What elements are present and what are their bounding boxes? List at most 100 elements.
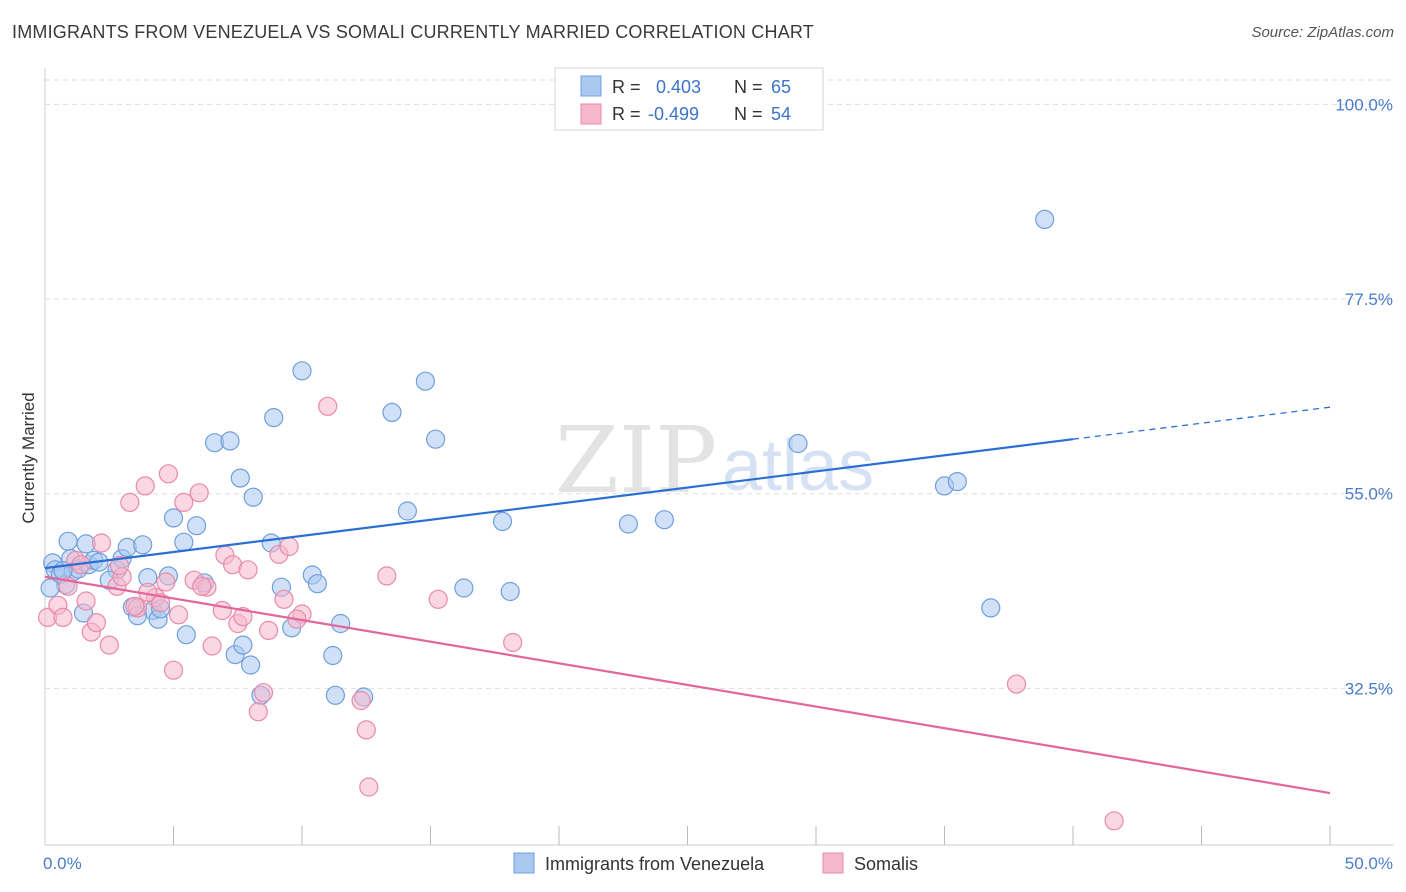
venezuela-point-31 <box>241 655 261 675</box>
x-tick-label-max: 50.0% <box>1345 854 1393 873</box>
venezuela-point-52 <box>654 510 675 530</box>
somalis-point-47 <box>125 596 145 616</box>
series-legend-swatch-somalis <box>822 852 844 874</box>
somalis-point-51 <box>192 576 212 596</box>
trend-line-somalis <box>44 575 1331 795</box>
somalis-point-42 <box>503 632 523 653</box>
somalis-point-7 <box>91 533 112 553</box>
x-ticks <box>173 826 1331 845</box>
somalis-point-41 <box>428 589 448 609</box>
axes <box>44 68 1394 846</box>
somalis-point-48 <box>212 600 232 621</box>
venezuela-point-53 <box>788 433 808 454</box>
series-venezuela-points <box>40 209 1055 707</box>
legend-r-label-pink: R = <box>612 104 641 124</box>
venezuela-point-22 <box>163 508 184 528</box>
source-label: Source: ZipAtlas.com <box>1251 24 1394 41</box>
gridlines <box>45 79 1394 689</box>
somalis-point-15 <box>151 593 171 613</box>
somalis-point-34 <box>274 589 294 609</box>
venezuela-point-27 <box>220 431 240 451</box>
venezuela-point-49 <box>492 511 513 532</box>
venezuela-point-16 <box>133 535 153 555</box>
legend-n-label-pink: N = <box>734 104 763 124</box>
y-tick-label-3: 100.0% <box>1335 95 1393 114</box>
venezuela-point-4 <box>58 531 78 551</box>
y-tick-label-1: 55.0% <box>1345 485 1393 504</box>
somalis-point-35 <box>279 536 299 557</box>
y-tick-labels: 32.5% 55.0% 77.5% 100.0% <box>1335 95 1393 698</box>
series-legend-label-somalis: Somalis <box>854 854 918 874</box>
venezuela-point-55 <box>947 472 967 492</box>
venezuela-point-24 <box>187 516 207 536</box>
somalis-point-46 <box>109 555 130 576</box>
legend-r-value-pink: -0.499 <box>648 104 699 124</box>
venezuela-point-48 <box>454 578 474 598</box>
somalis-point-32 <box>259 620 279 641</box>
venezuela-point-44 <box>382 402 402 422</box>
legend-n-value-pink: 54 <box>771 104 791 124</box>
watermark-zip: ZIP <box>555 407 717 514</box>
somalis-point-39 <box>356 720 376 740</box>
trend-line-venezuela <box>44 438 1074 570</box>
venezuela-point-45 <box>397 501 417 521</box>
venezuela-point-57 <box>1035 209 1055 229</box>
somalis-point-29 <box>238 560 258 580</box>
venezuela-point-29 <box>230 468 250 488</box>
somalis-point-13 <box>135 476 155 496</box>
venezuela-point-38 <box>292 361 312 381</box>
series-somalis-points <box>37 396 1124 831</box>
venezuela-point-35 <box>264 408 284 428</box>
series-legend: Immigrants from Venezuela Somalis <box>513 852 918 874</box>
somalis-point-30 <box>248 702 268 722</box>
legend-r-value-blue: 0.403 <box>656 77 701 97</box>
venezuela-point-61 <box>176 625 196 645</box>
legend-r-label-blue: R = <box>612 77 641 97</box>
somalis-point-4 <box>76 591 96 611</box>
somalis-point-31 <box>253 683 274 703</box>
venezuela-point-50 <box>500 581 520 602</box>
somalis-point-19 <box>169 605 189 625</box>
somalis-point-43 <box>1006 674 1027 694</box>
venezuela-point-42 <box>325 685 345 705</box>
venezuela-point-51 <box>618 514 639 534</box>
y-axis-label: Currently Married <box>19 392 38 523</box>
trend-lines <box>44 406 1331 795</box>
somalis-point-2 <box>53 607 73 628</box>
somalis-point-6 <box>86 612 107 633</box>
venezuela-point-56 <box>981 598 1001 618</box>
somalis-point-38 <box>351 690 371 711</box>
somalis-point-8 <box>99 635 119 655</box>
venezuela-point-46 <box>415 371 435 391</box>
somalis-point-18 <box>163 660 184 680</box>
venezuela-point-47 <box>426 429 446 449</box>
trend-line-venezuela-extension <box>1072 406 1331 440</box>
y-tick-label-0: 32.5% <box>1345 679 1393 698</box>
series-legend-swatch-venezuela <box>513 852 535 874</box>
venezuela-point-23 <box>174 532 194 552</box>
venezuela-point-41 <box>323 645 343 666</box>
correlation-legend: R = 0.403 N = 65 R = -0.499 N = 54 <box>554 67 824 131</box>
legend-swatch-blue <box>580 75 602 97</box>
venezuela-point-30 <box>233 635 253 655</box>
y-tick-label-2: 77.5% <box>1345 290 1393 309</box>
somalis-point-22 <box>189 483 209 503</box>
somalis-point-17 <box>158 464 178 484</box>
venezuela-point-40 <box>307 574 327 594</box>
somalis-point-44 <box>1104 811 1124 831</box>
somalis-point-28 <box>233 606 253 627</box>
somalis-point-20 <box>174 492 194 512</box>
venezuela-point-60 <box>40 578 60 598</box>
somalis-point-37 <box>318 396 338 416</box>
chart-title: IMMIGRANTS FROM VENEZUELA VS SOMALI CURR… <box>12 22 814 42</box>
series-legend-label-venezuela: Immigrants from Venezuela <box>545 854 765 874</box>
somalis-point-11 <box>120 492 140 512</box>
somalis-point-53 <box>377 566 397 586</box>
legend-swatch-pink <box>580 103 602 125</box>
venezuela-point-43 <box>331 613 351 634</box>
somalis-point-24 <box>202 636 222 656</box>
somalis-point-40 <box>359 777 379 797</box>
legend-n-label-blue: N = <box>734 77 763 97</box>
venezuela-point-32 <box>243 487 263 507</box>
